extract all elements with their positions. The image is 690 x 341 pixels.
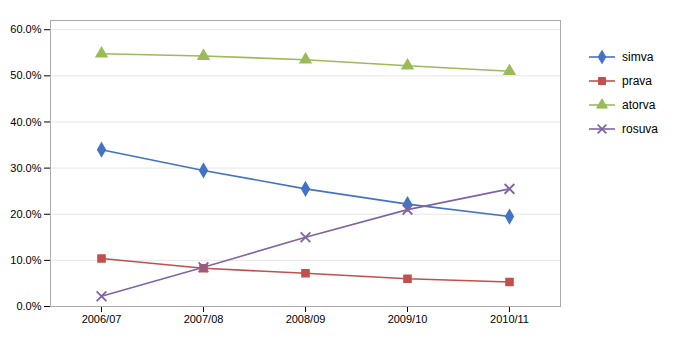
- svg-text:2006/07: 2006/07: [82, 313, 122, 325]
- svg-text:40.0%: 40.0%: [10, 116, 41, 128]
- svg-text:30.0%: 30.0%: [10, 162, 41, 174]
- svg-text:2008/09: 2008/09: [286, 313, 326, 325]
- svg-text:2010/11: 2010/11: [490, 313, 529, 325]
- svg-text:2009/10: 2009/10: [388, 313, 428, 325]
- svg-text:0.0%: 0.0%: [16, 300, 41, 312]
- svg-text:10.0%: 10.0%: [10, 254, 41, 266]
- html-text:simva: simva: [622, 50, 654, 64]
- html-text:rosuva: rosuva: [622, 122, 658, 136]
- svg-text:50.0%: 50.0%: [10, 69, 41, 81]
- svg-text:60.0%: 60.0%: [10, 23, 41, 35]
- html-text:atorva: atorva: [622, 98, 656, 112]
- svg-text:2007/08: 2007/08: [184, 313, 224, 325]
- svg-text:20.0%: 20.0%: [10, 208, 41, 220]
- html-text:prava: prava: [622, 74, 652, 88]
